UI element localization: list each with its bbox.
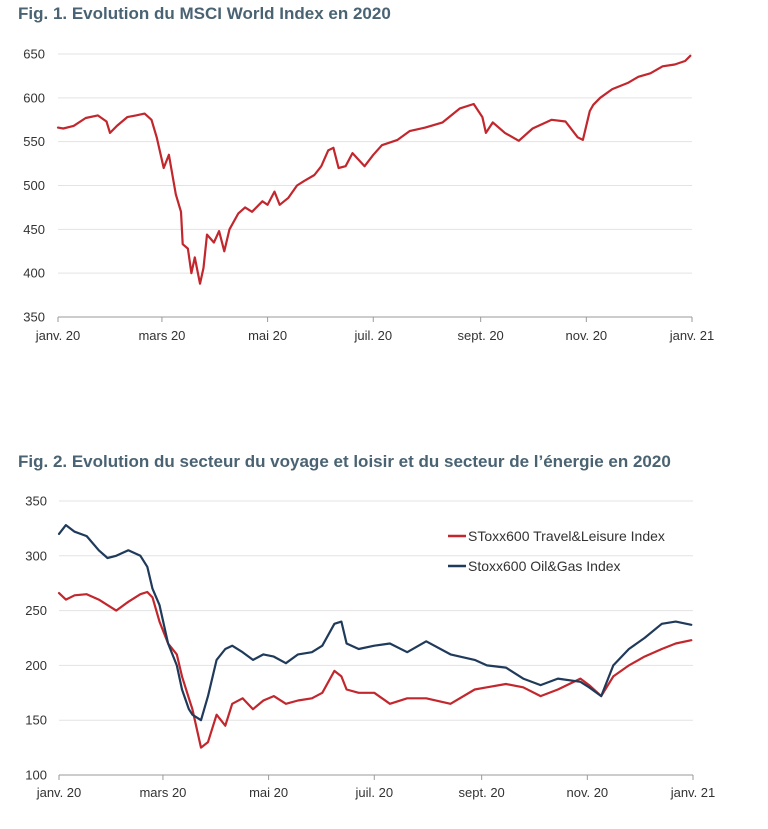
y-tick-label: 350 [23, 310, 45, 325]
y-tick-label: 650 [23, 47, 45, 62]
x-tick-label: mars 20 [139, 785, 186, 800]
y-tick-label: 250 [25, 603, 47, 618]
series-line [57, 523, 693, 722]
y-tick-label: 150 [25, 713, 47, 728]
y-tick-label: 100 [25, 768, 47, 783]
y-tick-label: 600 [23, 90, 45, 105]
x-tick-label: sept. 20 [459, 785, 505, 800]
x-tick-label: janv. 21 [670, 785, 716, 800]
x-tick-label: sept. 20 [458, 328, 504, 343]
series-line [57, 590, 693, 749]
y-tick-label: 450 [23, 222, 45, 237]
x-tick-label: janv. 21 [669, 328, 715, 343]
x-tick-label: mars 20 [138, 328, 185, 343]
y-tick-label: 550 [23, 134, 45, 149]
x-tick-label: juil. 20 [353, 328, 392, 343]
y-tick-label: 200 [25, 658, 47, 673]
figure-1-title: Fig. 1. Evolution du MSCI World Index en… [18, 4, 391, 23]
y-tick-label: 500 [23, 178, 45, 193]
x-tick-label: nov. 20 [566, 785, 608, 800]
x-tick-label: mai 20 [249, 785, 288, 800]
series-line [56, 54, 692, 285]
y-tick-label: 400 [23, 266, 45, 281]
y-tick-label: 350 [25, 494, 47, 509]
legend-label: Stoxx600 Oil&Gas Index [468, 558, 621, 574]
x-tick-label: janv. 20 [36, 785, 82, 800]
x-tick-label: nov. 20 [565, 328, 607, 343]
msci-world-chart: 350 400 450 500 550 600 650 janv. 20 mars 20 mai … [23, 47, 715, 344]
legend-label: SToxx600 Travel&Leisure Index [468, 528, 665, 544]
x-tick-label: janv. 20 [35, 328, 81, 343]
x-tick-label: juil. 20 [354, 785, 393, 800]
figure-2-title: Fig. 2. Evolution du secteur du voyage e… [18, 452, 671, 471]
x-tick-label: mai 20 [248, 328, 287, 343]
y-tick-label: 300 [25, 548, 47, 563]
